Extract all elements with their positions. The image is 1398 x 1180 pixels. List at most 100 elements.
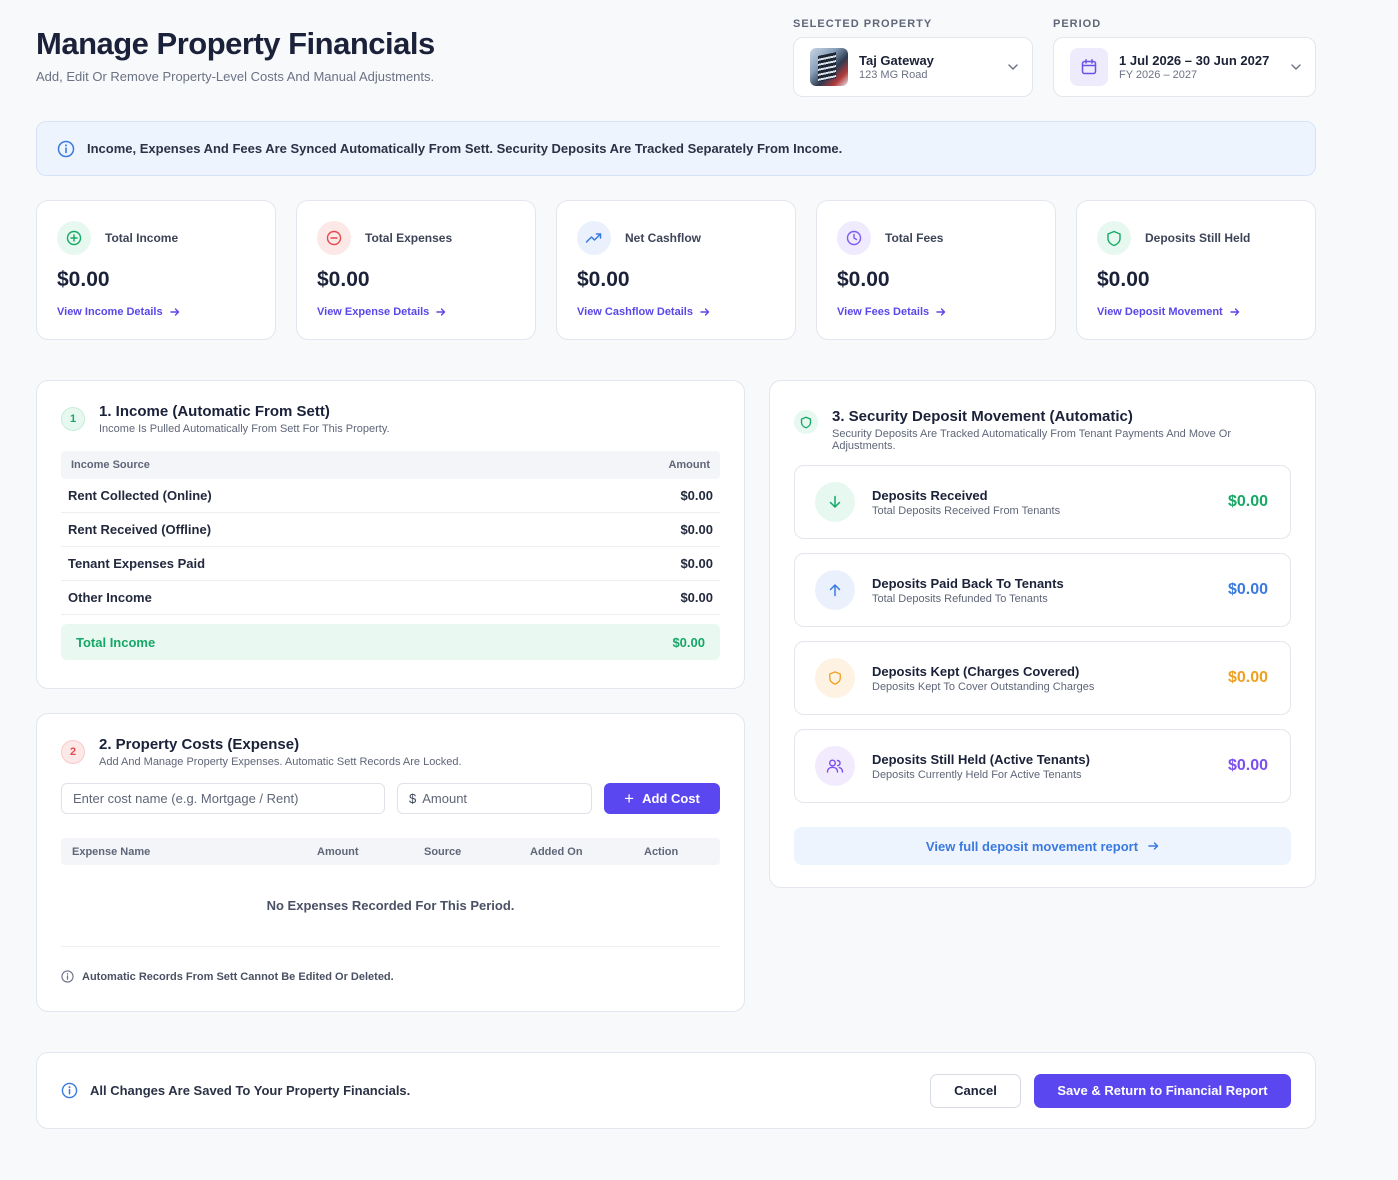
period-fy: FY 2026 – 2027 — [1119, 68, 1198, 81]
kpi-card-total-fees: Total Fees $0.00 View Fees Details — [816, 200, 1056, 340]
view-deposit-movement-link[interactable]: View Deposit Movement — [1097, 306, 1295, 318]
chevron-down-icon — [1008, 64, 1018, 70]
kpi-card-total-income: Total Income $0.00 View Income Details — [36, 200, 276, 340]
kpi-label: Net Cashflow — [625, 231, 702, 245]
cost-amount-placeholder: Amount — [422, 791, 468, 807]
deposit-row-paid-back: Deposits Paid Back To Tenants Total Depo… — [794, 553, 1291, 627]
view-cashflow-details-link[interactable]: View Cashflow Details — [577, 306, 775, 318]
cancel-button[interactable]: Cancel — [930, 1073, 1021, 1108]
arrow-right-icon — [1230, 308, 1239, 316]
kpi-link-label: View Deposit Movement — [1097, 306, 1223, 318]
plus-circle-icon — [57, 221, 91, 255]
expense-table-header: Expense Name Amount Source Added On Acti… — [61, 838, 720, 866]
income-source: Rent Collected (Online) — [68, 488, 212, 504]
view-deposit-report-link[interactable]: View full deposit movement report — [794, 827, 1291, 865]
income-row: Tenant Expenses Paid $0.00 — [61, 547, 720, 582]
footer-note-text: All Changes Are Saved To Your Property F… — [90, 1083, 411, 1098]
kpi-link-label: View Fees Details — [837, 306, 930, 318]
property-thumbnail — [810, 48, 848, 86]
kpi-value: $0.00 — [317, 268, 370, 291]
kpi-label: Deposits Still Held — [1145, 231, 1251, 245]
deposit-row-amount: $0.00 — [1227, 493, 1268, 510]
view-fees-details-link[interactable]: View Fees Details — [837, 306, 1035, 318]
plus-icon: + — [624, 789, 635, 809]
kpi-value: $0.00 — [57, 268, 110, 291]
period-selector-label: PERIOD — [1053, 18, 1102, 30]
page-title: Manage Property Financials — [36, 26, 435, 61]
deposit-row-amount: $0.00 — [1227, 581, 1268, 598]
arrow-right-icon — [169, 308, 179, 316]
income-row: Rent Received (Offline) $0.00 — [61, 513, 720, 548]
view-income-details-link[interactable]: View Income Details — [57, 306, 255, 318]
arrow-right-icon — [436, 308, 446, 316]
income-source: Rent Received (Offline) — [68, 522, 212, 538]
deposit-row-amount: $0.00 — [1227, 669, 1268, 686]
deposit-row-title: Deposits Paid Back To Tenants — [872, 575, 1064, 591]
deposit-section-title: 3. Security Deposit Movement (Automatic) — [832, 408, 1133, 425]
info-banner: Income, Expenses And Fees Are Synced Aut… — [36, 121, 1316, 176]
cost-name-input[interactable]: Enter cost name (e.g. Mortgage / Rent) — [61, 783, 385, 815]
income-table-header: Income Source Amount — [61, 451, 720, 480]
income-row: Rent Collected (Online) $0.00 — [61, 479, 720, 514]
property-address: 123 MG Road — [859, 68, 928, 81]
trend-up-icon — [577, 221, 611, 255]
locked-records-note-text: Automatic Records From Sett Cannot Be Ed… — [82, 970, 394, 983]
property-selector[interactable]: Taj Gateway 123 MG Road — [793, 37, 1033, 97]
cost-amount-input[interactable]: $ Amount — [397, 783, 592, 815]
costs-section-subtitle: Add And Manage Property Expenses. Automa… — [99, 756, 462, 768]
kpi-value: $0.00 — [577, 268, 630, 291]
arrow-right-icon — [1148, 842, 1159, 850]
kpi-link-label: View Cashflow Details — [577, 306, 693, 318]
deposit-row-title: Deposits Received — [872, 487, 988, 503]
info-icon — [61, 1082, 78, 1099]
clock-icon — [837, 221, 871, 255]
income-section-subtitle: Income Is Pulled Automatically From Sett… — [99, 423, 390, 435]
income-total-row: Total Income $0.00 — [61, 624, 720, 661]
deposit-row-received: Deposits Received Total Deposits Receive… — [794, 465, 1291, 539]
kpi-label: Total Fees — [885, 231, 944, 245]
property-costs-section: 2 2. Property Costs (Expense) Add And Ma… — [36, 713, 745, 1012]
save-return-button[interactable]: Save & Return to Financial Report — [1034, 1073, 1291, 1108]
deposit-row-subtitle: Total Deposits Refunded To Tenants — [872, 592, 1048, 605]
dollar-icon: $ — [409, 791, 417, 807]
locked-records-note: Automatic Records From Sett Cannot Be Ed… — [61, 970, 720, 983]
kpi-link-label: View Expense Details — [317, 306, 430, 318]
column-header-amount: Amount — [668, 459, 710, 472]
view-deposit-report-label: View full deposit movement report — [925, 838, 1139, 854]
users-icon — [815, 746, 855, 786]
deposit-row-subtitle: Total Deposits Received From Tenants — [872, 504, 1061, 517]
income-row: Other Income $0.00 — [61, 581, 720, 616]
shield-icon — [1097, 221, 1131, 255]
minus-circle-icon — [317, 221, 351, 255]
info-icon — [57, 140, 75, 157]
section-number-badge: 1 — [61, 407, 85, 431]
info-icon — [61, 970, 74, 983]
income-amount: $0.00 — [680, 522, 713, 538]
period-selector[interactable]: 1 Jul 2026 – 30 Jun 2027 FY 2026 – 2027 — [1053, 37, 1316, 97]
income-total-value: $0.00 — [672, 634, 705, 650]
view-expense-details-link[interactable]: View Expense Details — [317, 306, 515, 318]
period-range: 1 Jul 2026 – 30 Jun 2027 — [1119, 52, 1270, 68]
empty-expenses-text: No Expenses Recorded For This Period. — [266, 898, 515, 914]
kpi-label: Total Expenses — [365, 231, 453, 245]
arrow-down-icon — [815, 482, 855, 522]
income-section: 1 1. Income (Automatic From Sett) Income… — [36, 380, 745, 689]
kpi-label: Total Income — [105, 231, 179, 245]
kpi-link-label: View Income Details — [57, 306, 163, 318]
kpi-card-deposits-still-held: Deposits Still Held $0.00 View Deposit M… — [1076, 200, 1316, 340]
add-cost-label: Add Cost — [642, 791, 700, 807]
property-name: Taj Gateway — [859, 52, 934, 68]
deposit-row-amount: $0.00 — [1227, 757, 1268, 774]
shield-icon — [815, 658, 855, 698]
info-banner-text: Income, Expenses And Fees Are Synced Aut… — [87, 141, 843, 156]
deposit-row-subtitle: Deposits Currently Held For Active Tenan… — [872, 768, 1082, 781]
income-source: Tenant Expenses Paid — [68, 556, 206, 572]
column-header-income-source: Income Source — [71, 459, 150, 472]
arrow-right-icon — [700, 308, 710, 316]
deposit-row-title: Deposits Kept (Charges Covered) — [872, 663, 1080, 679]
security-deposit-section: 3. Security Deposit Movement (Automatic)… — [769, 380, 1316, 888]
column-header-expense-name: Expense Name — [72, 845, 151, 858]
deposit-section-subtitle: Security Deposits Are Tracked Automatica… — [832, 428, 1232, 453]
calendar-icon — [1070, 48, 1108, 86]
add-cost-button[interactable]: + Add Cost — [604, 783, 720, 815]
